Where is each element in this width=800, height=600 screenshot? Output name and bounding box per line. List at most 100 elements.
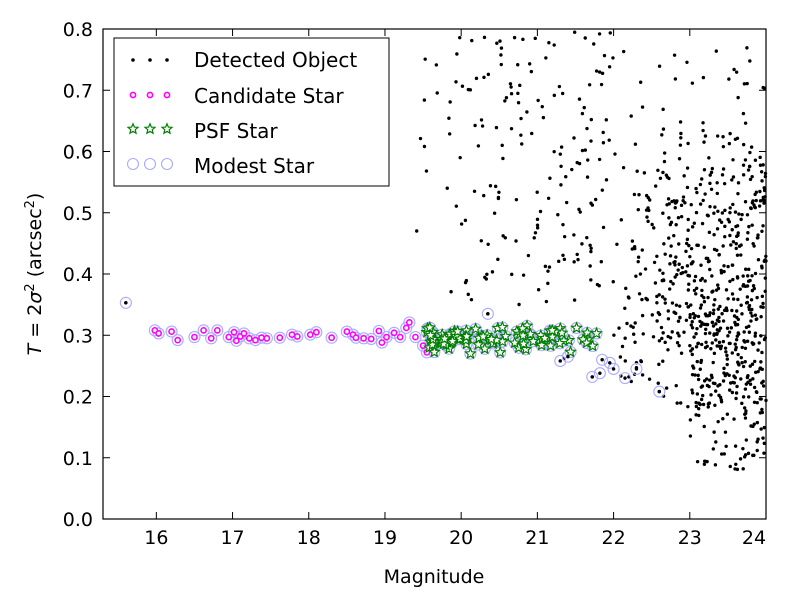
detected-object-point [762,337,767,342]
detected-object-point [670,330,674,334]
detected-object-point [703,331,708,336]
psf-star-point [493,345,507,358]
detected-object-point [690,326,695,330]
detected-object-point [699,358,704,363]
detected-object-point [538,209,543,214]
detected-object-point [601,141,606,145]
detected-object-point [723,373,728,378]
detected-object-point [422,144,427,149]
detected-object-point [734,391,739,395]
psf-star-point [476,329,490,343]
detected-object-point [694,210,699,215]
detected-object-point [701,198,705,203]
detected-object-point [503,236,508,240]
detected-object-point [544,299,549,304]
y-tick-label: 0.5 [63,203,93,225]
detected-object-point [696,243,700,248]
detected-object-point [541,115,546,120]
detected-object-point [415,229,419,233]
detected-object-point [756,257,761,262]
detected-object-point [741,282,746,287]
detected-object-point [752,453,756,458]
detected-object-point [672,53,677,57]
detected-object-point [561,222,565,227]
axis-ticks: 16 17 18 19 20 21 22 23 24 0.0 0.1 0.2 0.3 0.4 0.5 0.6 0… [63,19,767,549]
y-axis-label-part: T [24,342,46,355]
candidate-star-point [412,333,419,341]
modest-star-point [234,330,247,343]
detected-object-point [749,311,753,315]
detected-object-point [717,393,721,398]
detected-object-point [741,142,746,147]
detected-object-point [746,451,751,456]
candidate-star-point [200,326,207,334]
detected-object-point [690,372,695,377]
detected-object-point [668,254,673,258]
detected-object-point [486,242,490,246]
x-tick-label: 20 [449,527,473,549]
detected-object-point [697,406,701,411]
detected-object-point [722,366,726,371]
legend: Detected Object Candidate Star PSF Star Mod… [113,37,390,187]
detected-object-point [495,41,499,45]
detected-object-point [698,278,703,283]
detected-object-point [707,156,711,160]
detected-object-point [600,188,605,192]
detected-object-point [756,369,760,374]
legend-label: Modest Star [194,154,315,178]
detected-object-point [667,236,671,240]
detected-object-point [536,288,541,292]
detected-object-point [636,255,641,259]
y-axis-label-part: (arcsec [24,208,46,283]
x-tick-label: 16 [144,527,168,549]
detected-object-point [552,149,556,154]
detected-object-point [516,63,520,67]
detected-object-point [578,210,582,214]
detected-object-point [644,296,648,301]
detected-object-point [735,136,740,140]
detected-object-point [661,127,666,131]
detected-object-point [730,351,734,355]
detected-object-point [619,218,624,222]
detected-object-point [647,377,652,381]
detected-object-point [703,345,708,350]
detected-object-point [637,193,641,197]
detected-object-point [733,467,737,471]
detected-object-point [728,206,732,210]
modest-star-point [119,296,132,309]
detected-object-point [572,298,577,302]
detected-object-point [752,203,756,207]
detected-object-point [715,134,720,138]
detected-object-point [761,379,765,384]
detected-object-point [758,189,762,194]
detected-object-point [692,279,697,283]
detected-object-point [738,457,743,461]
detected-object-point [702,462,707,466]
detected-object-point [607,138,611,142]
modest-star-point [586,370,599,383]
legend-marker-candidate [146,91,154,99]
modest-star-point [230,334,243,347]
detected-object-point [725,326,730,330]
detected-object-point [740,212,744,217]
detected-object-point [713,403,717,407]
detected-object-point [516,101,521,105]
detected-object-point [723,346,728,350]
legend-marker-candidate [129,91,137,99]
detected-object-point [719,452,724,456]
candidate-star-point [312,328,320,336]
detected-object-point [447,132,452,136]
detected-object-point [512,35,517,40]
detected-object-point [658,268,662,272]
detected-object-point [761,163,765,167]
detected-object-point [678,143,683,147]
detected-object-point [525,110,529,114]
detected-object-point [731,277,735,282]
detected-object-point [577,207,581,212]
detected-object-point [716,307,720,311]
detected-object-point [692,221,697,225]
detected-object-point [692,288,697,293]
detected-object-point [470,38,474,43]
detected-object-point [449,290,453,294]
detected-object-point [708,173,712,177]
